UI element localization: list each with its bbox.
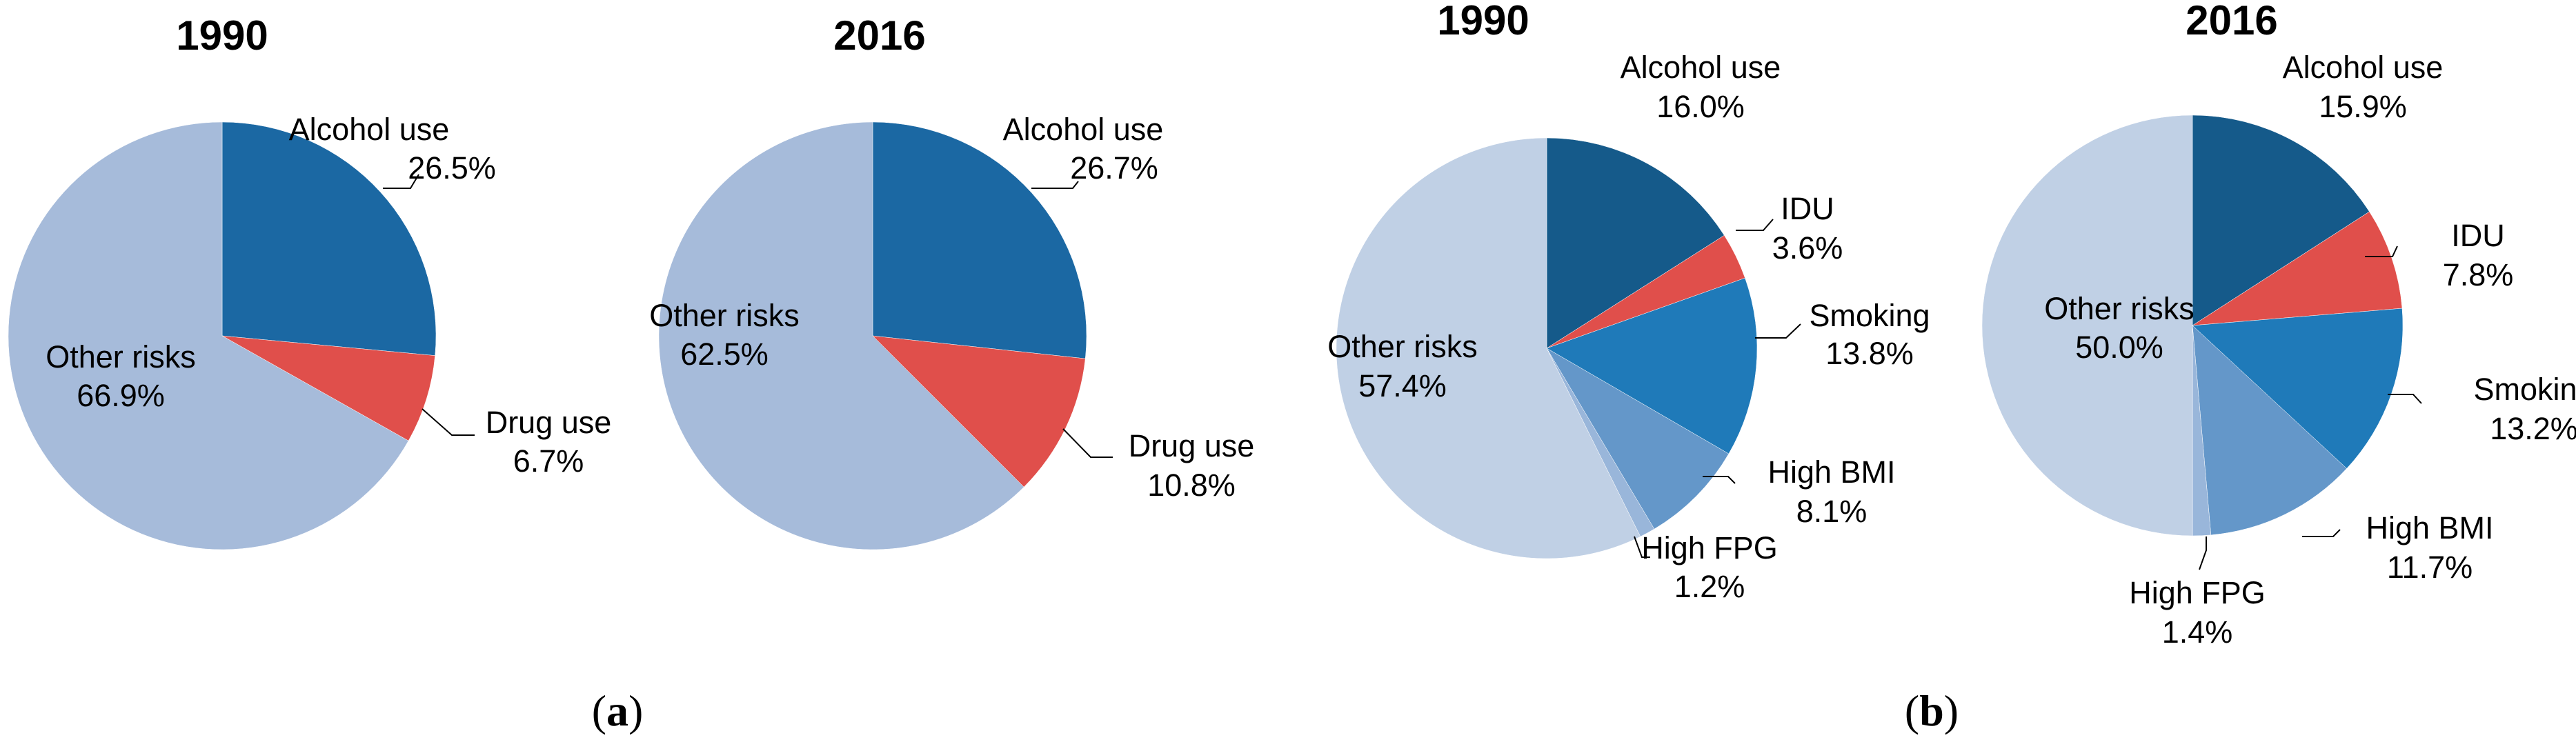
slice-value-other-risks: 66.9% [77, 378, 165, 413]
slice-value-high-bmi: 11.7% [2387, 550, 2473, 585]
pie-slice-other-risks [658, 121, 1024, 550]
pie-slice-high-bmi [2192, 325, 2347, 536]
slice-value-other-risks: 57.4% [1358, 368, 1447, 403]
slice-label-smoking: Smoking [1809, 298, 1930, 333]
slice-label-drug-use: Drug use [486, 405, 612, 440]
pie-slice-other-risks [1981, 114, 2193, 537]
pie-slice-alcohol-use [872, 121, 1087, 359]
leader-line-drug-use [422, 408, 475, 436]
chart-title: 2016 [2186, 0, 2277, 43]
leader-line-alcohol-use [383, 174, 419, 189]
slice-value-alcohol-use: 15.9% [2319, 89, 2407, 124]
slice-label-alcohol-use: Alcohol use [1621, 50, 1781, 85]
slice-value-idu: 7.8% [2443, 257, 2514, 292]
slice-label-drug-use: Drug use [1129, 428, 1255, 463]
slice-value-high-fpg: 1.2% [1674, 569, 1745, 604]
leader-line-alcohol-use [1031, 181, 1079, 189]
slice-value-alcohol-use: 16.0% [1656, 89, 1745, 124]
leader-line-high-fpg [2199, 537, 2207, 570]
pie-slice-high-bmi [1546, 348, 1730, 530]
slice-value-other-risks: 62.5% [680, 337, 769, 372]
leader-line-smoking [2388, 394, 2422, 404]
slice-value-drug-use: 10.8% [1147, 468, 1236, 503]
slice-label-idu: IDU [2451, 218, 2505, 253]
slice-label-smoking: Smoking [2473, 372, 2576, 407]
slice-value-alcohol-use: 26.5% [408, 150, 496, 186]
leader-line-high-bmi [1703, 476, 1736, 484]
slice-label-alcohol-use: Alcohol use [289, 112, 450, 147]
slice-label-other-risks: Other risks [649, 298, 800, 333]
slice-value-smoking: 13.2% [2490, 411, 2576, 446]
slice-label-other-risks: Other risks [2044, 291, 2194, 326]
pie-slice-idu [2192, 211, 2403, 326]
leader-line-idu [1736, 219, 1774, 231]
leader-line-idu [2365, 245, 2398, 257]
pie-slice-other-risks [8, 121, 409, 550]
slice-value-smoking: 13.8% [1825, 336, 1914, 371]
pie-slice-drug-use [872, 335, 1086, 488]
slice-value-high-bmi: 8.1% [1796, 494, 1867, 529]
slice-label-high-fpg: High FPG [2129, 575, 2266, 610]
leader-line-drug-use [1062, 428, 1113, 458]
chart-title: 1990 [176, 12, 268, 59]
pie-slice-alcohol-use [2192, 114, 2370, 326]
leader-line-high-bmi [2302, 529, 2341, 537]
leader-line-smoking [1755, 323, 1801, 339]
pie-slice-other-risks [1336, 137, 1641, 559]
pie-slice-alcohol-use [221, 121, 437, 356]
panel-label-a: (a) [592, 686, 644, 735]
slice-label-alcohol-use: Alcohol use [2283, 50, 2444, 85]
slice-value-other-risks: 50.0% [2075, 330, 2163, 365]
chart-title: 1990 [1437, 0, 1529, 43]
slice-label-high-bmi: High BMI [2366, 510, 2493, 545]
slice-value-idu: 3.6% [1772, 230, 1843, 265]
slice-label-other-risks: Other risks [46, 339, 196, 374]
chart-title: 2016 [833, 12, 925, 59]
pie-slice-drug-use [221, 335, 435, 441]
slice-label-idu: IDU [1781, 191, 1834, 226]
panel-label-b: (b) [1905, 686, 1959, 735]
pie-slice-smoking [1546, 277, 1758, 454]
leader-line-high-fpg [1634, 536, 1650, 558]
slice-value-high-fpg: 1.4% [2162, 614, 2233, 650]
slice-value-drug-use: 6.7% [513, 443, 584, 479]
pie-slice-alcohol-use [1546, 137, 1725, 349]
slice-label-high-fpg: High FPG [1641, 530, 1778, 565]
slice-value-alcohol-use: 26.7% [1070, 150, 1158, 186]
slice-label-alcohol-use: Alcohol use [1003, 112, 1164, 147]
slice-label-other-risks: Other risks [1327, 329, 1478, 364]
slice-label-high-bmi: High BMI [1767, 454, 1895, 490]
